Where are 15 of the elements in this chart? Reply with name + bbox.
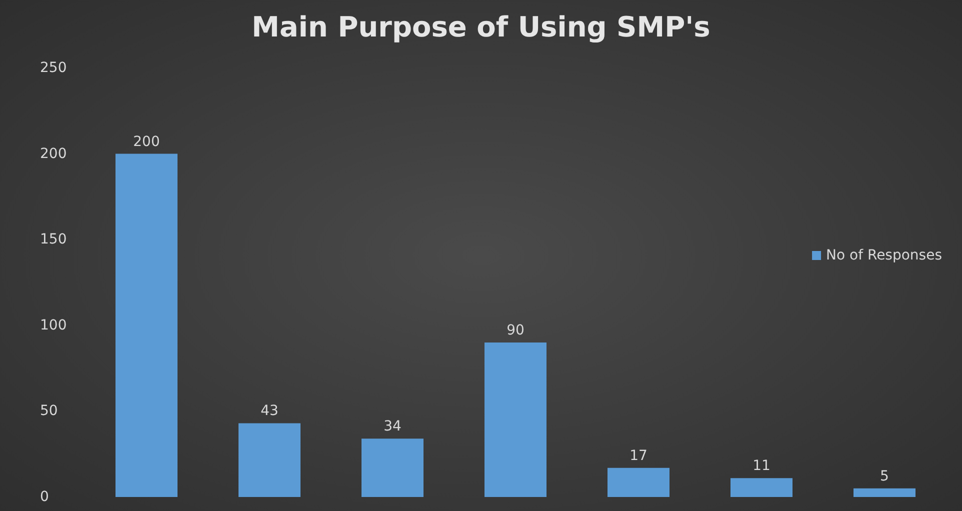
data-label: 5 [880, 468, 889, 484]
chart-title: Main Purpose of Using SMP's [252, 10, 710, 44]
y-tick-label: 250 [40, 60, 67, 76]
y-tick-label: 100 [40, 317, 67, 334]
y-tick-label: 150 [40, 232, 67, 248]
data-label: 90 [506, 322, 524, 339]
data-label: 43 [260, 403, 278, 420]
y-tick-label: 0 [40, 489, 49, 505]
data-label: 11 [752, 458, 770, 474]
data-label: 17 [630, 448, 648, 464]
data-label: 34 [384, 418, 402, 435]
y-tick-label: 50 [40, 403, 58, 420]
data-label: 200 [133, 134, 160, 150]
legend-label: No of Responses [826, 248, 942, 264]
y-tick-label: 200 [40, 146, 67, 162]
